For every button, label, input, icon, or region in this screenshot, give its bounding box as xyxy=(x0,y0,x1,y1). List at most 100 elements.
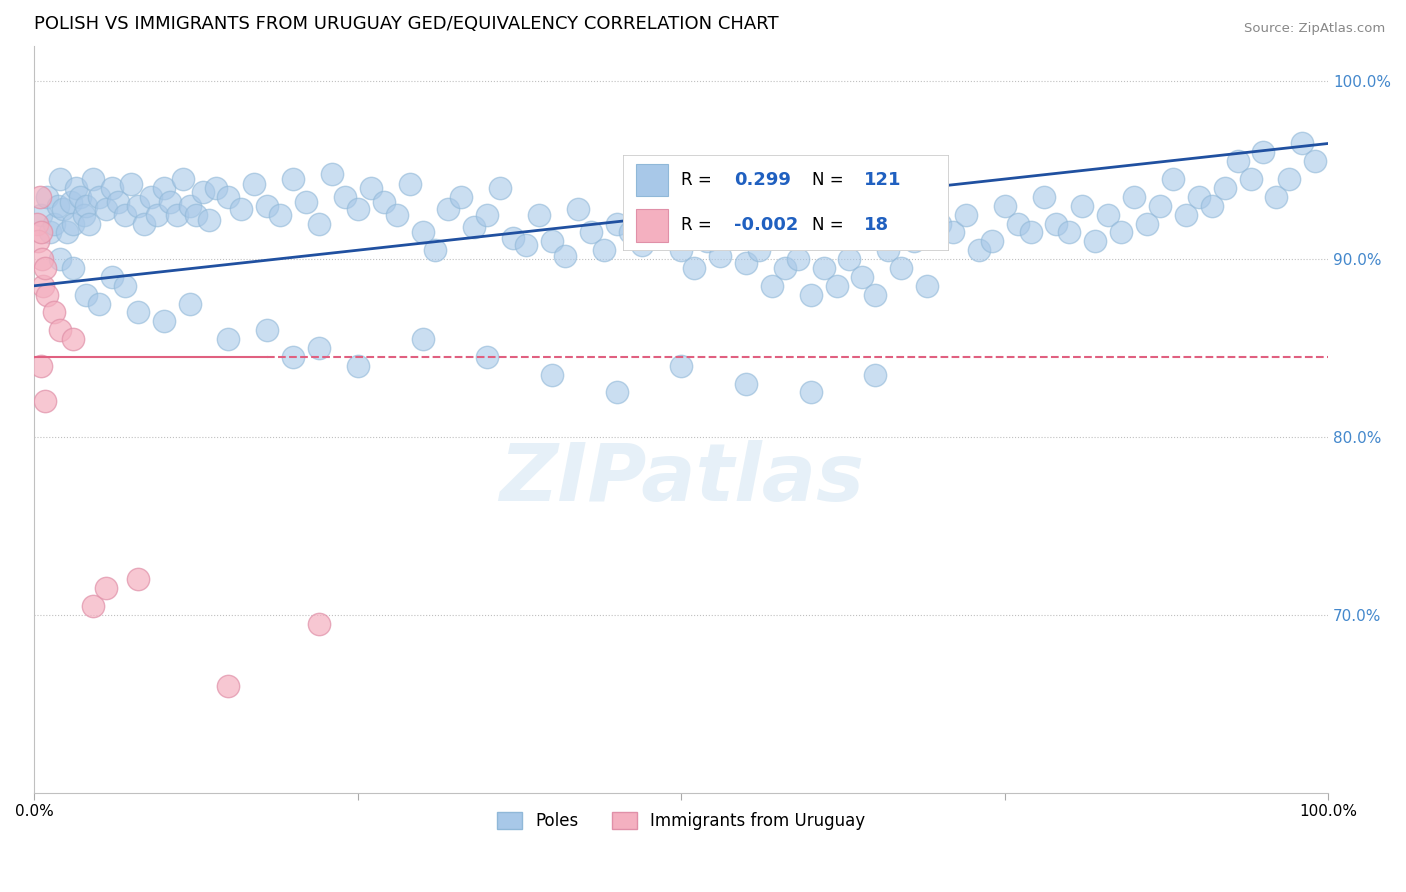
FancyBboxPatch shape xyxy=(623,155,949,252)
Point xyxy=(281,172,304,186)
Point xyxy=(1045,217,1067,231)
Text: 121: 121 xyxy=(865,171,901,189)
Text: 18: 18 xyxy=(865,217,890,235)
Point xyxy=(721,226,744,240)
Point xyxy=(59,195,82,210)
Point xyxy=(114,208,136,222)
Point xyxy=(72,208,94,222)
Point xyxy=(865,287,887,301)
Point xyxy=(75,287,97,301)
Point xyxy=(606,217,628,231)
Point xyxy=(46,199,69,213)
Point xyxy=(1007,217,1029,231)
Point xyxy=(184,208,207,222)
Point xyxy=(231,202,253,217)
Point xyxy=(139,190,162,204)
Point xyxy=(32,278,55,293)
Point xyxy=(82,172,104,186)
Point xyxy=(360,181,382,195)
Point xyxy=(42,217,65,231)
Point xyxy=(52,202,75,217)
Text: N =: N = xyxy=(813,217,844,235)
Point xyxy=(62,217,84,231)
Point xyxy=(179,296,201,310)
Point xyxy=(256,323,278,337)
Point xyxy=(31,252,53,266)
Point xyxy=(37,287,59,301)
Point xyxy=(1213,181,1236,195)
Point xyxy=(321,167,343,181)
Text: POLISH VS IMMIGRANTS FROM URUGUAY GED/EQUIVALENCY CORRELATION CHART: POLISH VS IMMIGRANTS FROM URUGUAY GED/EQ… xyxy=(34,15,779,33)
Point xyxy=(463,220,485,235)
Point xyxy=(942,226,965,240)
Point xyxy=(437,202,460,217)
Point xyxy=(30,208,52,222)
Point xyxy=(773,260,796,275)
Point xyxy=(333,190,356,204)
Text: R =: R = xyxy=(682,217,711,235)
Text: ZIPatlas: ZIPatlas xyxy=(499,440,863,518)
Point xyxy=(152,314,174,328)
Point xyxy=(94,202,117,217)
Point xyxy=(1253,145,1275,160)
Point xyxy=(281,350,304,364)
Point xyxy=(450,190,472,204)
Point xyxy=(62,332,84,346)
Point xyxy=(631,238,654,252)
Point xyxy=(735,376,758,391)
Point xyxy=(75,199,97,213)
Point xyxy=(696,235,718,249)
Text: R =: R = xyxy=(682,171,711,189)
Point xyxy=(683,260,706,275)
Point xyxy=(127,199,149,213)
Point xyxy=(49,172,72,186)
Point xyxy=(159,195,181,210)
FancyBboxPatch shape xyxy=(636,164,668,196)
Point xyxy=(308,341,330,355)
Point xyxy=(592,243,614,257)
Point xyxy=(204,181,226,195)
Point xyxy=(179,199,201,213)
Point xyxy=(30,226,52,240)
Point xyxy=(27,235,49,249)
Point xyxy=(101,269,124,284)
Point xyxy=(82,599,104,613)
FancyBboxPatch shape xyxy=(636,209,668,242)
Point xyxy=(1149,199,1171,213)
Point xyxy=(851,269,873,284)
Point xyxy=(425,243,447,257)
Point xyxy=(929,217,952,231)
Point xyxy=(1019,226,1042,240)
Point xyxy=(606,385,628,400)
Point xyxy=(94,581,117,595)
Point xyxy=(838,252,860,266)
Point xyxy=(502,231,524,245)
Point xyxy=(37,190,59,204)
Point xyxy=(554,248,576,262)
Point xyxy=(412,332,434,346)
Point xyxy=(295,195,318,210)
Point xyxy=(1239,172,1261,186)
Point xyxy=(1188,190,1211,204)
Point xyxy=(308,616,330,631)
Point xyxy=(34,394,56,409)
Point xyxy=(515,238,537,252)
Text: 0.299: 0.299 xyxy=(734,171,790,189)
Point xyxy=(567,202,589,217)
Point xyxy=(619,226,641,240)
Point xyxy=(34,260,56,275)
Text: -0.002: -0.002 xyxy=(734,217,799,235)
Point xyxy=(903,235,925,249)
Point xyxy=(825,278,848,293)
Point xyxy=(198,213,221,227)
Point xyxy=(1303,154,1326,169)
Point xyxy=(146,208,169,222)
Point xyxy=(477,350,499,364)
Point xyxy=(1174,208,1197,222)
Point xyxy=(269,208,291,222)
Point xyxy=(1278,172,1301,186)
Point xyxy=(1136,217,1159,231)
Point xyxy=(709,248,731,262)
Point xyxy=(786,252,808,266)
Point xyxy=(30,359,52,373)
